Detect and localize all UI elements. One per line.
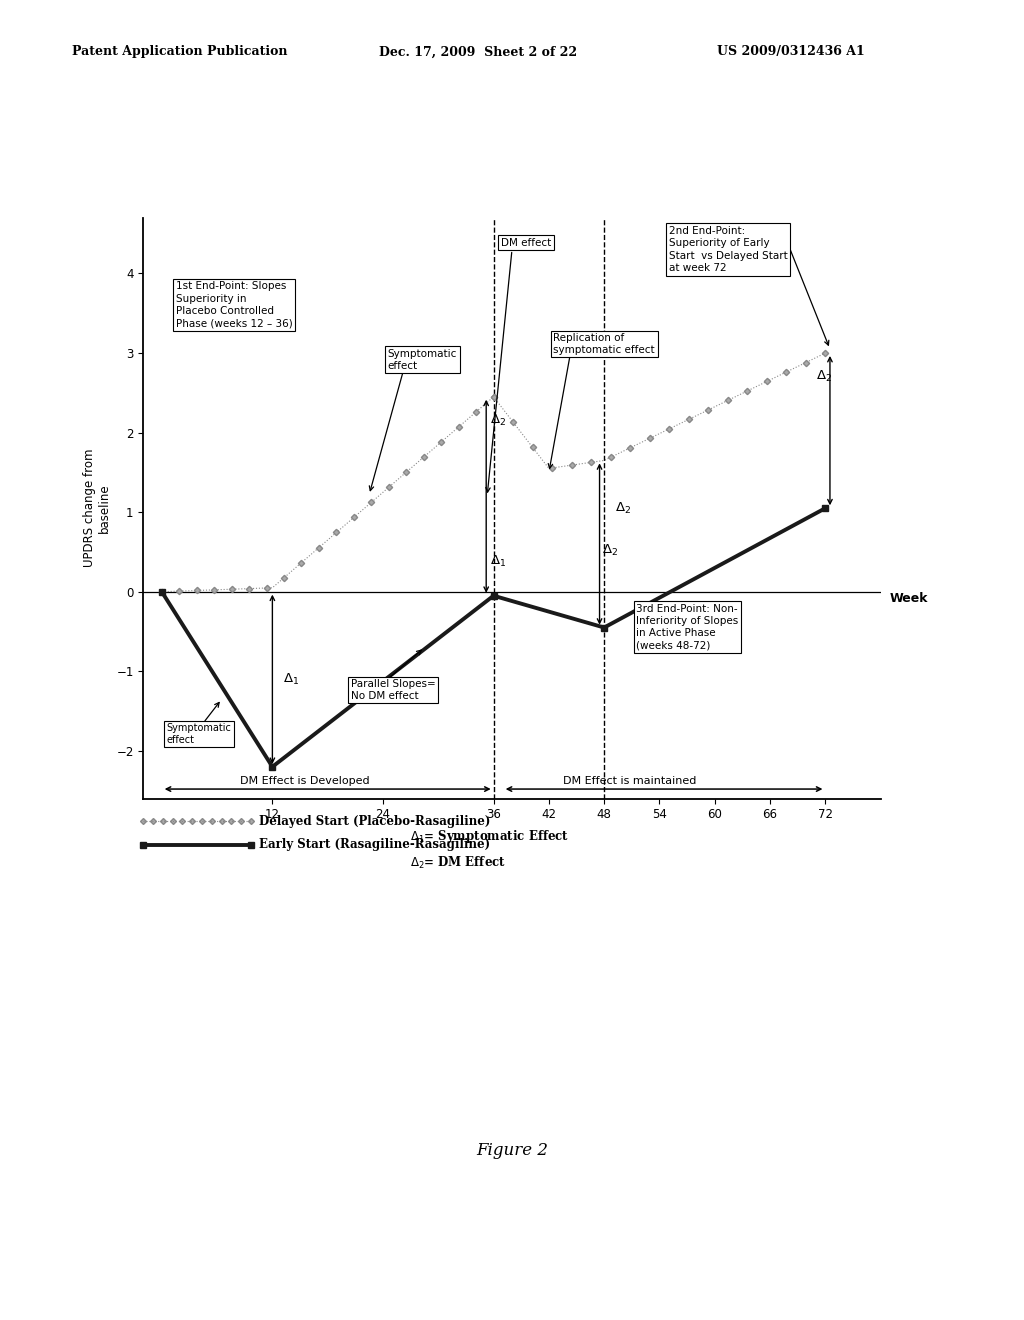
Text: DM Effect is Developed: DM Effect is Developed <box>240 776 370 785</box>
Text: Parallel Slopes=
No DM effect: Parallel Slopes= No DM effect <box>350 680 435 701</box>
Text: Week: Week <box>890 591 929 605</box>
Text: $\Delta_1$: $\Delta_1$ <box>284 672 300 686</box>
Text: Figure 2: Figure 2 <box>476 1142 548 1159</box>
Text: Symptomatic
effect: Symptomatic effect <box>387 348 457 371</box>
Text: 2nd End-Point:
Superiority of Early
Start  vs Delayed Start
at week 72: 2nd End-Point: Superiority of Early Star… <box>669 226 787 273</box>
Text: $\Delta_1$= Symptomatic Effect: $\Delta_1$= Symptomatic Effect <box>410 829 568 845</box>
Text: 1st End-Point: Slopes
Superiority in
Placebo Controlled
Phase (weeks 12 – 36): 1st End-Point: Slopes Superiority in Pla… <box>176 281 293 329</box>
Text: $\Delta_2$: $\Delta_2$ <box>615 500 632 516</box>
Text: $\Delta_2$: $\Delta_2$ <box>602 543 618 558</box>
Text: $\Delta_2$= DM Effect: $\Delta_2$= DM Effect <box>410 855 506 871</box>
Text: Replication of
symptomatic effect: Replication of symptomatic effect <box>553 333 655 355</box>
Text: $\Delta_2$: $\Delta_2$ <box>816 370 833 384</box>
Y-axis label: UPDRS change from
baseline: UPDRS change from baseline <box>83 449 111 568</box>
Text: Patent Application Publication: Patent Application Publication <box>72 45 287 58</box>
Text: $\Delta_1$: $\Delta_1$ <box>489 554 506 569</box>
Text: 3rd End-Point: Non-
Inferiority of Slopes
in Active Phase
(weeks 48-72): 3rd End-Point: Non- Inferiority of Slope… <box>636 603 738 651</box>
Text: $\Delta_2$: $\Delta_2$ <box>489 413 506 428</box>
Text: US 2009/0312436 A1: US 2009/0312436 A1 <box>717 45 864 58</box>
Text: Early Start (Rasagiline-Rasagiline): Early Start (Rasagiline-Rasagiline) <box>259 838 490 851</box>
Text: Delayed Start (Placebo-Rasagiline): Delayed Start (Placebo-Rasagiline) <box>259 814 490 828</box>
Text: DM Effect is maintained: DM Effect is maintained <box>563 776 696 785</box>
Text: DM effect: DM effect <box>501 238 551 248</box>
Text: Symptomatic
effect: Symptomatic effect <box>166 723 231 744</box>
Text: Dec. 17, 2009  Sheet 2 of 22: Dec. 17, 2009 Sheet 2 of 22 <box>379 45 577 58</box>
